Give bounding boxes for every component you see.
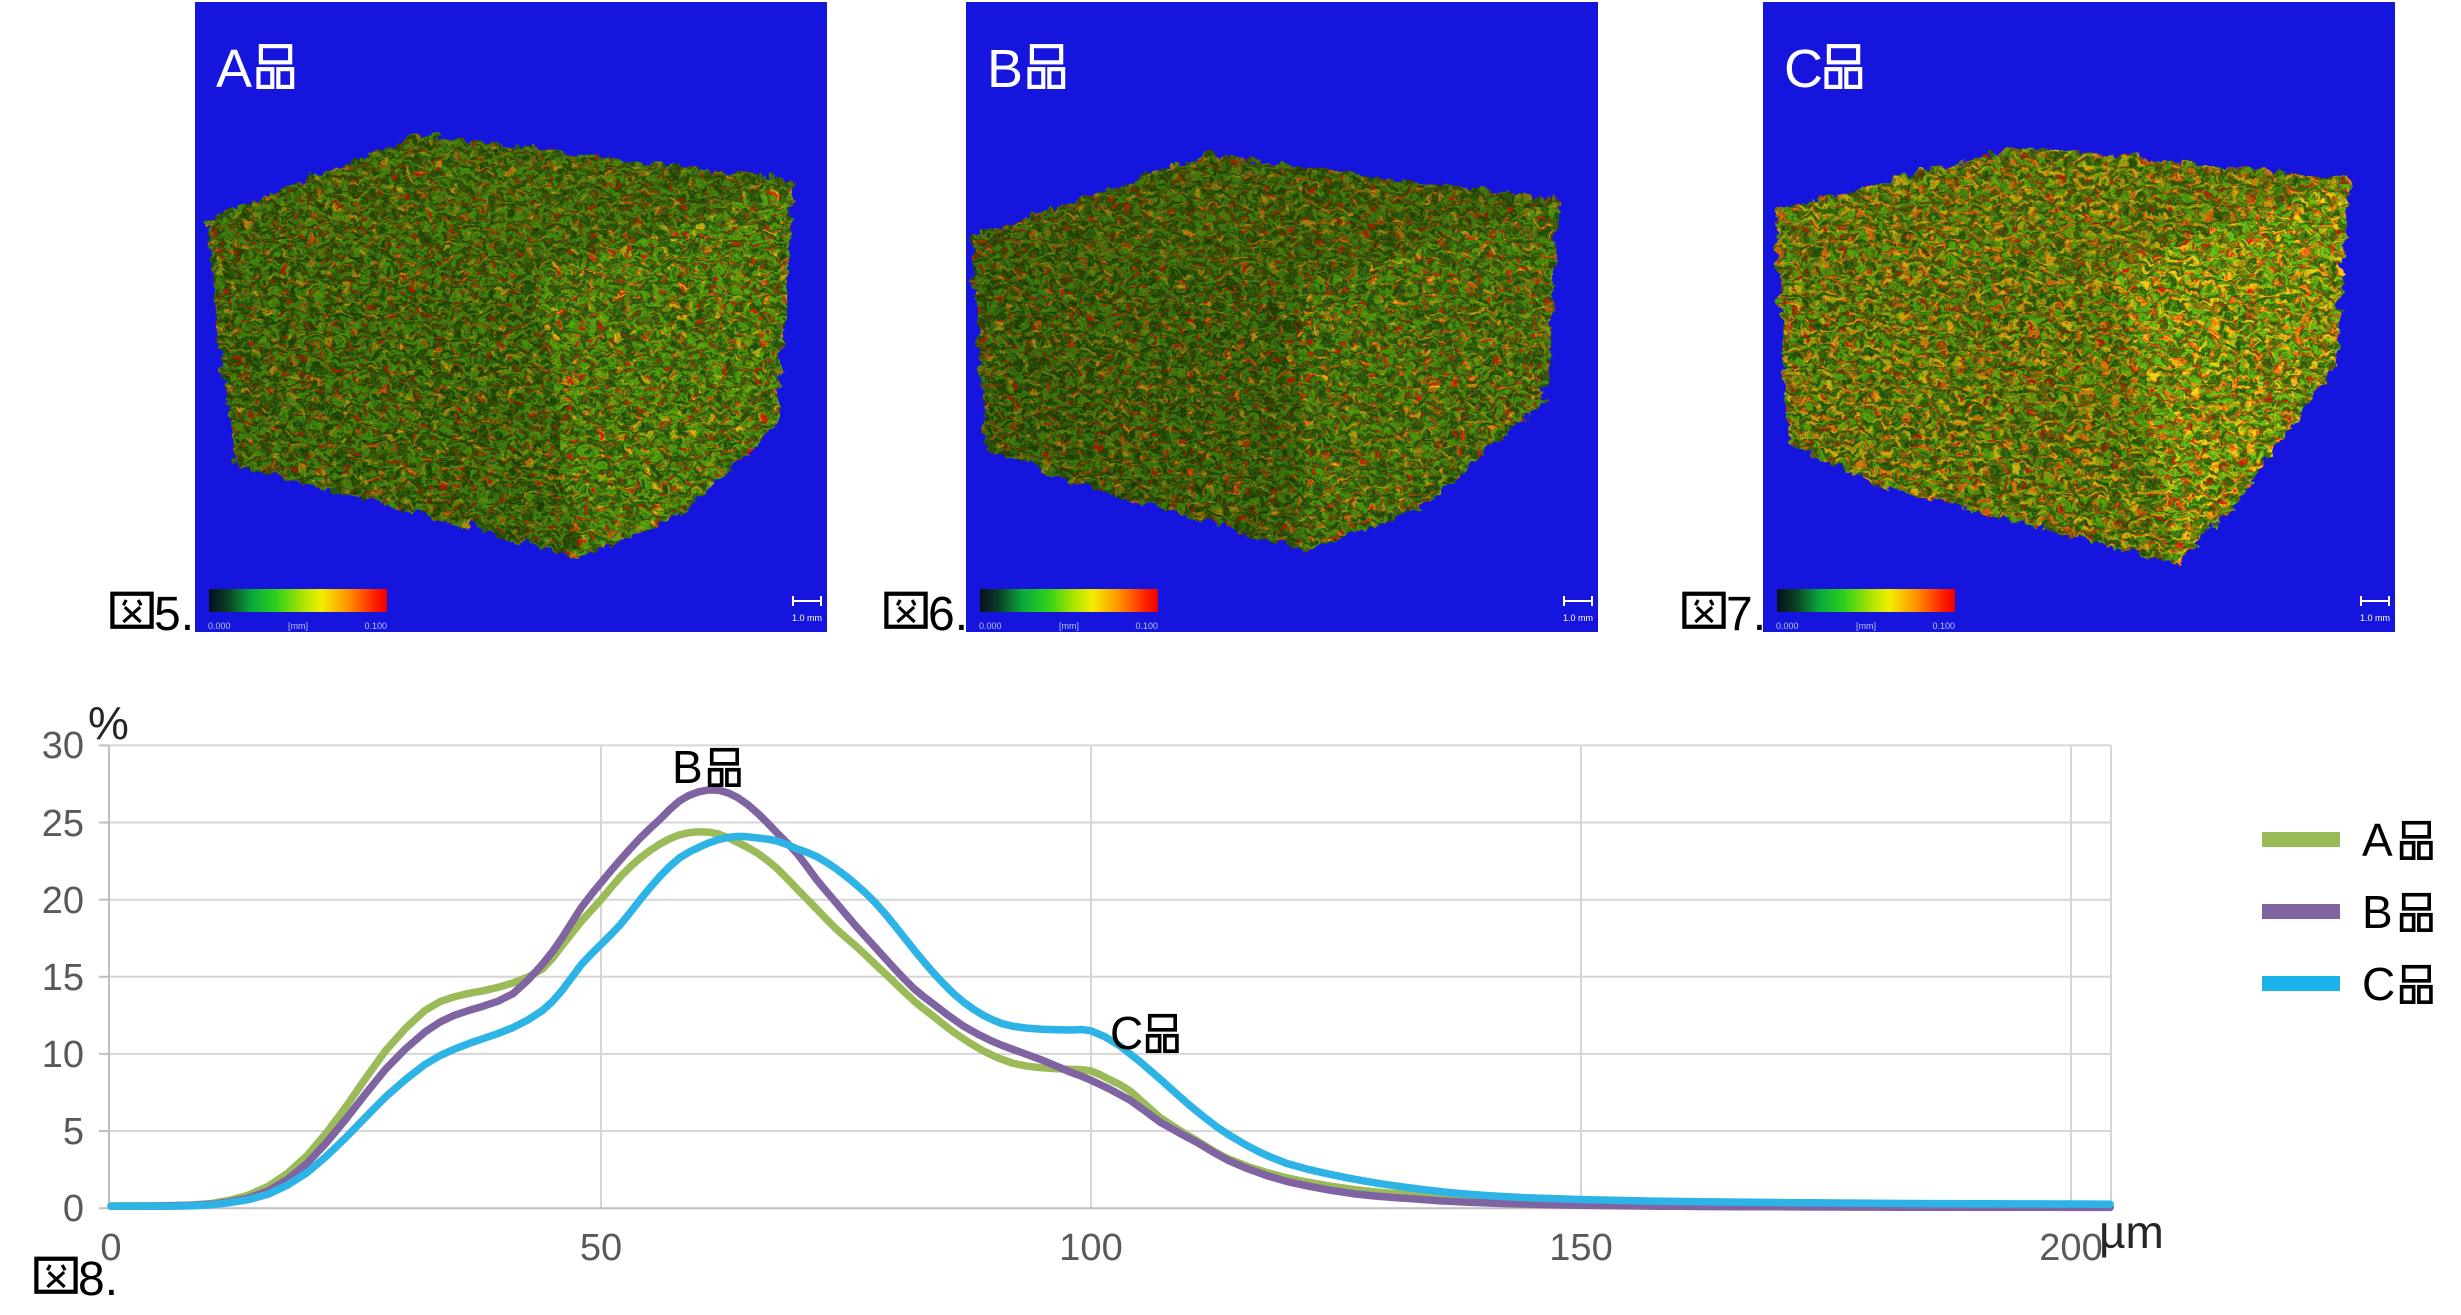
svg-text:C: C [1110, 1007, 1143, 1059]
svg-text:C: C [2362, 958, 2395, 1010]
svg-text:0: 0 [100, 1227, 121, 1269]
svg-text:B: B [672, 741, 703, 793]
svg-text:A: A [216, 39, 252, 99]
svg-text:200: 200 [2039, 1227, 2102, 1269]
svg-text:B: B [987, 39, 1023, 99]
svg-text:10: 10 [42, 1034, 84, 1076]
svg-text:0.100: 0.100 [364, 621, 387, 631]
svg-text:%: % [88, 697, 129, 749]
svg-text:100: 100 [1059, 1227, 1122, 1269]
svg-text:1.0 mm: 1.0 mm [1563, 613, 1593, 623]
svg-text:0.000: 0.000 [1776, 621, 1799, 631]
svg-text:150: 150 [1549, 1227, 1612, 1269]
svg-text:15: 15 [42, 957, 84, 999]
svg-text:50: 50 [580, 1227, 622, 1269]
svg-text:20: 20 [42, 880, 84, 922]
svg-text:0.000: 0.000 [979, 621, 1002, 631]
svg-text:0.100: 0.100 [1932, 621, 1955, 631]
svg-text:25: 25 [42, 803, 84, 845]
svg-text:1.0 mm: 1.0 mm [2360, 613, 2390, 623]
svg-text:1.0 mm: 1.0 mm [792, 613, 822, 623]
svg-text:30: 30 [42, 725, 84, 767]
svg-text:5: 5 [63, 1111, 84, 1153]
svg-text:C: C [1784, 39, 1823, 99]
svg-text:A: A [2362, 814, 2393, 866]
svg-text:B: B [2362, 886, 2393, 938]
svg-text:0.000: 0.000 [208, 621, 231, 631]
svg-text:[mm]: [mm] [1059, 621, 1079, 631]
svg-text:[mm]: [mm] [288, 621, 308, 631]
svg-text:µm: µm [2099, 1206, 2164, 1258]
svg-text:0.100: 0.100 [1135, 621, 1158, 631]
svg-text:0: 0 [63, 1188, 84, 1230]
svg-text:[mm]: [mm] [1856, 621, 1876, 631]
